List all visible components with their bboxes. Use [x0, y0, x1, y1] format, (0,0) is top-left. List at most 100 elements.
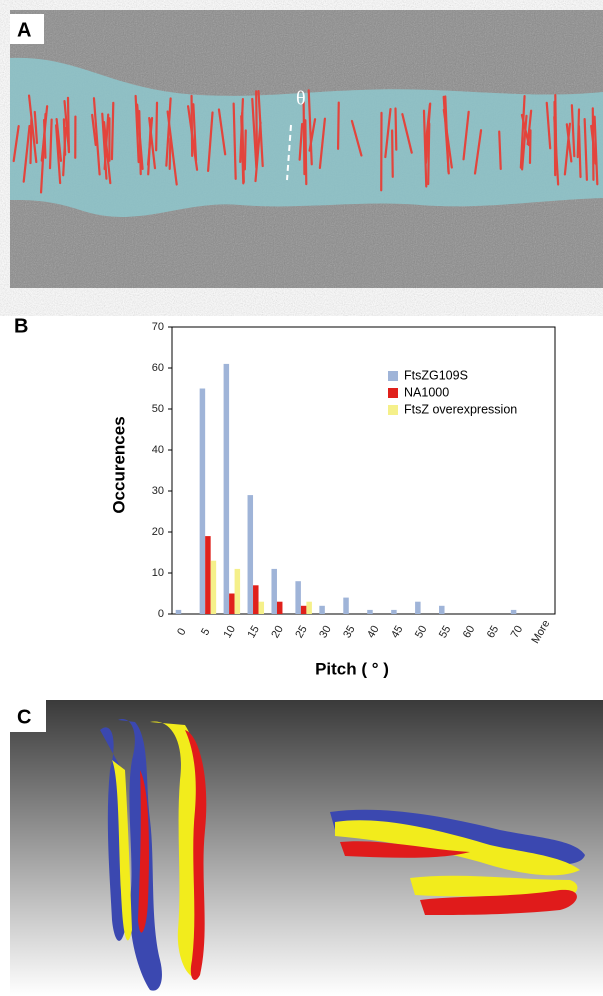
bar: [306, 601, 312, 614]
x-tick-label: 45: [389, 624, 406, 641]
filament: [217, 108, 227, 156]
bar: [210, 560, 217, 614]
filament: [570, 104, 576, 158]
filament-red: [420, 889, 577, 915]
filament: [147, 118, 153, 176]
filament: [192, 103, 198, 162]
y-tick-label: 20: [152, 526, 164, 538]
filament: [473, 129, 483, 175]
filament: [576, 108, 581, 159]
filament-blue: [118, 719, 162, 991]
legend-label: NA1000: [404, 385, 449, 399]
bar: [271, 568, 277, 614]
panel-label-box: [10, 14, 44, 44]
y-tick-label: 40: [152, 444, 164, 456]
filament: [308, 118, 317, 152]
legend-label: FtsZG109S: [404, 368, 468, 382]
bar: [247, 495, 254, 614]
filament: [207, 111, 214, 172]
filament: [138, 109, 142, 176]
y-axis-label: Occurences: [109, 416, 128, 513]
y-tick-label: 0: [158, 608, 164, 620]
bar: [415, 601, 421, 614]
y-tick-label: 60: [152, 362, 164, 374]
filament: [43, 118, 47, 159]
x-tick-label: 10: [222, 624, 239, 641]
bar: [258, 601, 265, 614]
x-tick-label: 20: [269, 624, 286, 641]
filament: [553, 100, 557, 177]
legend-swatch: [388, 405, 398, 415]
x-tick-label: More: [529, 618, 552, 646]
bar: [319, 605, 325, 614]
filament: [545, 101, 552, 150]
x-tick-label: 65: [485, 624, 502, 641]
y-tick-label: 70: [152, 321, 164, 333]
filament-yellow: [335, 820, 580, 876]
legend-label: FtsZ overexpression: [404, 402, 517, 416]
filament: [519, 95, 526, 169]
filament: [232, 102, 237, 180]
filament: [442, 108, 453, 169]
x-axis-label: Pitch ( ° ): [315, 659, 389, 678]
bar: [300, 605, 307, 614]
filament: [427, 122, 431, 186]
micrograph: θ A: [10, 10, 603, 288]
filament: [186, 105, 199, 171]
filament: [462, 110, 470, 161]
filament-red: [340, 841, 470, 858]
bar: [229, 593, 235, 614]
bar: [367, 609, 373, 614]
plot-frame: [171, 326, 556, 615]
filament: [350, 119, 363, 157]
x-tick-label: 50: [413, 624, 430, 641]
filament: [22, 124, 31, 183]
filament: [520, 113, 531, 147]
x-tick-label: 60: [461, 624, 478, 641]
filament: [521, 114, 528, 171]
filament: [155, 101, 159, 152]
filament: [307, 89, 313, 166]
filament: [401, 113, 413, 154]
filament: [498, 130, 502, 171]
filament: [251, 97, 258, 170]
x-tick-label: 35: [341, 624, 358, 641]
filament: [391, 129, 394, 178]
panel-label: B: [14, 315, 28, 337]
legend-swatch: [388, 371, 398, 381]
bar: [205, 536, 211, 614]
bar: [343, 597, 349, 614]
filament-yellow: [410, 875, 578, 897]
filament-red: [185, 730, 207, 980]
filament: [422, 109, 428, 188]
filament: [593, 115, 599, 186]
filament: [590, 124, 597, 165]
filament: [134, 94, 140, 164]
bar: [391, 609, 397, 614]
x-tick-label: 15: [245, 624, 262, 641]
filament: [27, 94, 38, 164]
filament: [102, 121, 112, 185]
bar: [175, 609, 182, 614]
angle-label: θ: [296, 88, 306, 110]
x-tick-label: 40: [365, 624, 382, 641]
reference-line: [286, 124, 292, 181]
filament: [91, 113, 97, 147]
rendering: C: [10, 700, 603, 996]
panel-label: C: [17, 706, 31, 728]
filament-group: [12, 89, 599, 194]
filament: [243, 129, 247, 171]
filament: [563, 122, 572, 176]
filament: [424, 103, 432, 148]
filament: [48, 118, 53, 170]
filament: [298, 122, 304, 161]
filament-red: [138, 770, 150, 933]
bar: [510, 609, 517, 614]
legend-swatch: [388, 388, 398, 398]
filament: [101, 112, 108, 180]
y-tick-label: 10: [152, 567, 164, 579]
bar: [223, 363, 230, 614]
filament: [394, 107, 398, 151]
filament: [92, 97, 101, 176]
